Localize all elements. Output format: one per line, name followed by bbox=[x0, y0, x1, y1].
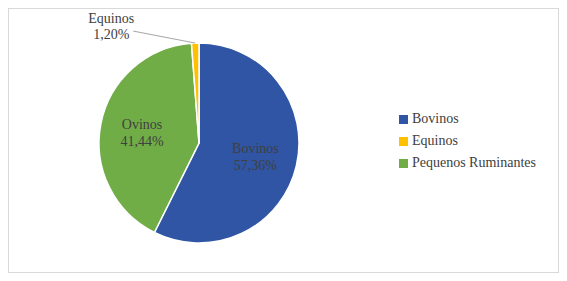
html-text:Equinos: Equinos bbox=[412, 132, 458, 148]
svg-text:Ovinos41,44%: Ovinos41,44% bbox=[120, 117, 164, 149]
svg-text:Bovinos57,36%: Bovinos57,36% bbox=[232, 141, 279, 173]
html-text:Bovinos: Bovinos bbox=[412, 110, 459, 126]
svg-text:Equinos1,20%: Equinos1,20% bbox=[88, 11, 134, 42]
html-text:Pequenos Ruminantes: Pequenos Ruminantes bbox=[412, 154, 536, 170]
